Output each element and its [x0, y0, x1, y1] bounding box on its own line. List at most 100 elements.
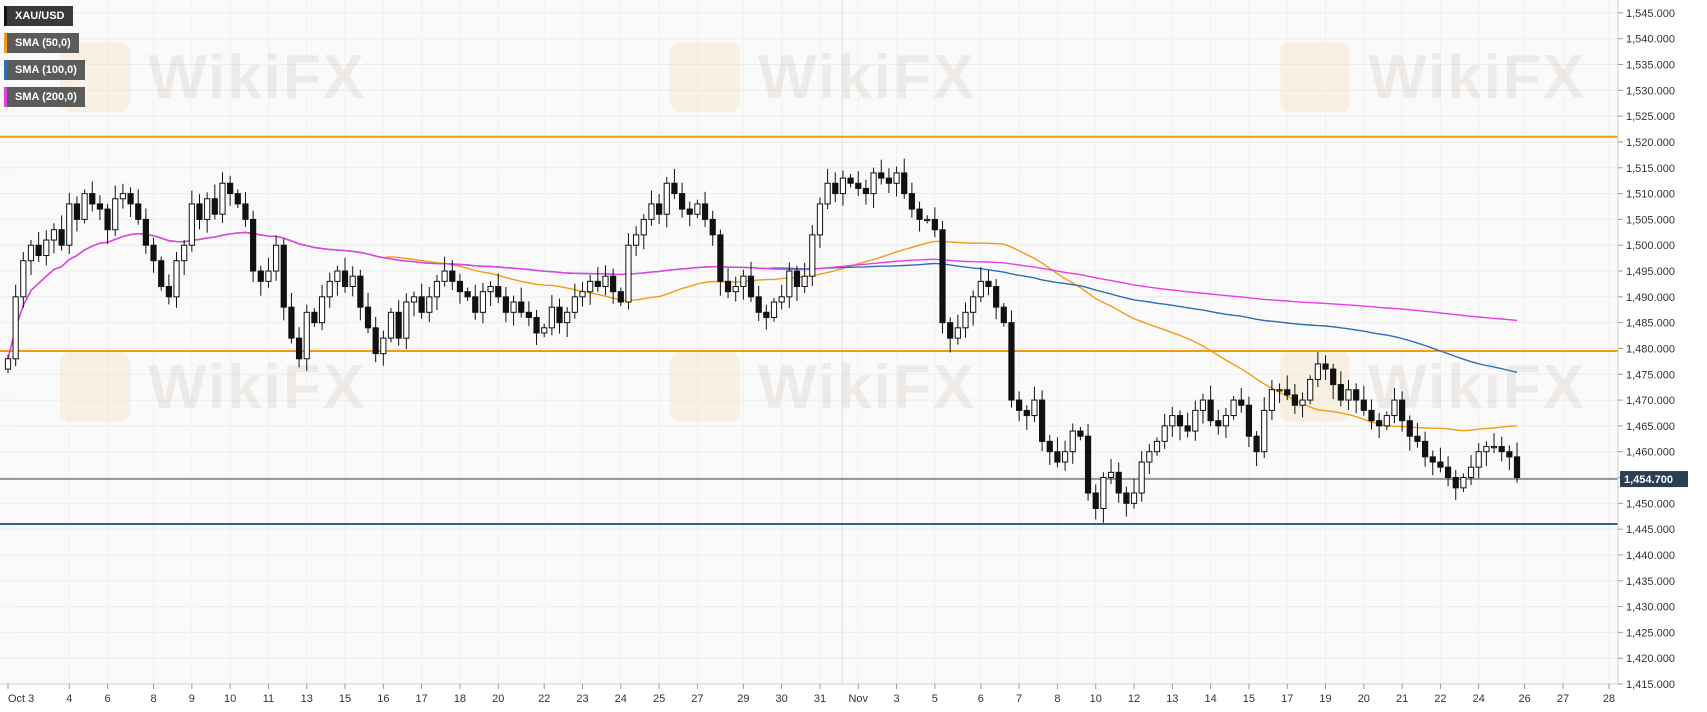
candle-body: [786, 270, 793, 298]
candle: [931, 207, 938, 238]
candle: [1314, 351, 1321, 387]
candle: [311, 308, 318, 327]
candle: [1016, 391, 1023, 422]
candle-body: [73, 203, 81, 220]
candle: [104, 203, 111, 245]
candle-body: [839, 177, 847, 195]
candle-body: [410, 296, 418, 303]
y-tick-label: 1,495.000: [1626, 266, 1675, 278]
y-tick-label: 1,450.000: [1626, 498, 1675, 510]
candle: [257, 265, 264, 296]
candle-body: [970, 296, 977, 313]
legend-item[interactable]: XAU/USD: [4, 6, 73, 26]
candle-body: [510, 301, 517, 313]
candle-body: [165, 286, 172, 298]
candle: [334, 265, 341, 296]
candle: [1046, 434, 1053, 465]
x-tick-label: 26: [1519, 693, 1531, 705]
candle-body: [732, 286, 739, 293]
candle: [816, 197, 824, 249]
candle: [495, 273, 502, 304]
candle-body: [135, 203, 142, 220]
legend-item[interactable]: SMA (100,0): [4, 60, 85, 80]
candle: [441, 256, 448, 287]
legend-item[interactable]: SMA (200,0): [4, 87, 85, 107]
candle-body: [127, 193, 134, 205]
watermark-text: WikiFX: [758, 43, 976, 112]
candle-body: [962, 311, 969, 329]
candle-body: [1016, 399, 1023, 411]
legend-swatch: [4, 6, 7, 26]
candle: [1291, 383, 1298, 414]
x-tick-label: 11: [263, 693, 274, 705]
candle-body: [27, 244, 35, 262]
candle-body: [571, 296, 578, 313]
legend-label: XAU/USD: [15, 10, 65, 22]
candle-body: [372, 327, 379, 355]
y-tick-label: 1,430.000: [1626, 602, 1675, 614]
candle-body: [862, 187, 870, 195]
candle-body: [280, 244, 287, 308]
candle-body: [4, 358, 12, 370]
candle: [50, 223, 58, 254]
candle: [908, 182, 915, 218]
candle-body: [694, 203, 701, 215]
candle: [648, 190, 655, 226]
candle: [1437, 447, 1444, 473]
x-tick-label: 27: [1557, 693, 1569, 705]
legend-swatch: [4, 33, 7, 53]
candle-body: [893, 172, 900, 184]
candle-body: [50, 229, 58, 241]
candle-body: [196, 203, 203, 220]
candle: [924, 215, 931, 224]
candle-body: [1452, 477, 1459, 489]
candle: [1069, 423, 1076, 464]
candle: [142, 208, 149, 254]
candle: [564, 307, 571, 337]
watermark-logo: [670, 42, 740, 112]
candle-body: [1467, 466, 1475, 479]
candle-body: [709, 218, 716, 236]
candle-body: [778, 296, 785, 303]
candle-body: [472, 296, 479, 313]
candle-body: [43, 239, 50, 257]
candle: [763, 304, 770, 330]
candle-body: [104, 208, 111, 231]
y-tick-label: 1,530.000: [1626, 85, 1675, 97]
candle: [318, 284, 326, 331]
candle: [1483, 441, 1490, 467]
candle: [502, 287, 509, 323]
candle: [602, 265, 609, 296]
candle-body: [58, 229, 65, 246]
candle: [977, 266, 984, 303]
y-axis: 1,415.000 1,420.000 1,425.000 1,430.000 1,43…: [1618, 8, 1675, 691]
candle-body: [250, 218, 257, 272]
candle-body: [273, 244, 280, 272]
candle: [594, 266, 601, 292]
candle: [832, 172, 839, 203]
candle: [464, 287, 471, 301]
candle-body: [1230, 399, 1237, 417]
y-tick-label: 1,545.000: [1626, 8, 1675, 20]
candle: [1345, 379, 1352, 410]
candle: [1475, 443, 1482, 479]
x-tick-label: 17: [416, 693, 428, 705]
legend-item[interactable]: SMA (50,0): [4, 33, 79, 53]
candle: [533, 309, 540, 346]
candle-body: [525, 311, 532, 318]
candle: [127, 187, 134, 218]
y-tick-label: 1,460.000: [1626, 447, 1675, 459]
candle: [901, 158, 908, 199]
candle-body: [357, 275, 364, 308]
candle-body: [610, 275, 617, 293]
candle: [1444, 456, 1452, 487]
legend-swatch: [4, 87, 7, 107]
candle-body: [112, 198, 119, 231]
candle: [1429, 450, 1436, 476]
candle-body: [234, 193, 241, 205]
candle-body: [1008, 322, 1015, 401]
candle: [211, 184, 218, 220]
price-tag-background: [1620, 471, 1688, 488]
candle: [786, 262, 793, 308]
